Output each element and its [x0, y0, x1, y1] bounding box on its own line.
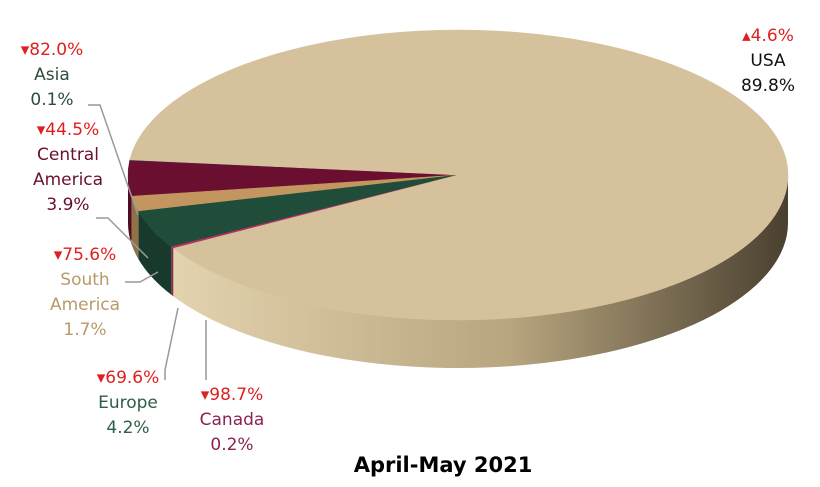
leader-line [96, 217, 149, 259]
change-label: ▾69.6% [97, 368, 160, 388]
slice-side [128, 175, 132, 245]
slice-label: ▾82.0% Asia 0.1% [21, 40, 84, 110]
category-label: Central America [33, 145, 103, 190]
slice-label: ▾75.6% South America 1.7% [50, 245, 120, 340]
slice-side [138, 211, 172, 295]
category-line: Asia [34, 65, 70, 85]
pie-tops [127, 29, 789, 321]
change-label: ▾44.5% [37, 120, 100, 140]
value-label: 89.8% [741, 76, 795, 96]
chart-title: April-May 2021 [354, 453, 533, 477]
change-label: ▴4.6% [742, 26, 794, 46]
slice-label: ▴4.6% USA 89.8% [741, 26, 795, 96]
value-label: 4.2% [106, 418, 149, 438]
slice-label: ▾44.5% Central America 3.9% [33, 120, 103, 215]
value-label: 0.2% [210, 435, 253, 455]
leader-line [164, 307, 179, 380]
slice-side [173, 175, 788, 368]
leader-line [88, 104, 139, 216]
change-label: ▾82.0% [21, 40, 84, 60]
value-label: 0.1% [30, 90, 73, 110]
slice-side [171, 246, 174, 297]
change-label: ▾98.7% [201, 385, 264, 405]
category-line: Europe [98, 393, 158, 413]
category-line: America [33, 170, 103, 190]
slice-label: ▾69.6% Europe 4.2% [97, 368, 160, 438]
category-label: South America [50, 270, 120, 315]
category-line: Central [37, 145, 99, 165]
value-label: 3.9% [46, 195, 89, 215]
category-label: Canada [200, 410, 265, 430]
leader-lines [88, 104, 207, 380]
slice [129, 29, 789, 321]
category-line: USA [750, 51, 786, 71]
value-label: 1.7% [63, 320, 106, 340]
change-label: ▾75.6% [54, 245, 117, 265]
leader-line [125, 271, 159, 283]
category-line: South [60, 270, 109, 290]
category-label: Asia [34, 65, 70, 85]
slice-label: ▾98.7% Canada 0.2% [200, 385, 265, 455]
category-line: America [50, 295, 120, 315]
category-label: Europe [98, 393, 158, 413]
category-line: Canada [200, 410, 265, 430]
category-label: USA [750, 51, 786, 71]
